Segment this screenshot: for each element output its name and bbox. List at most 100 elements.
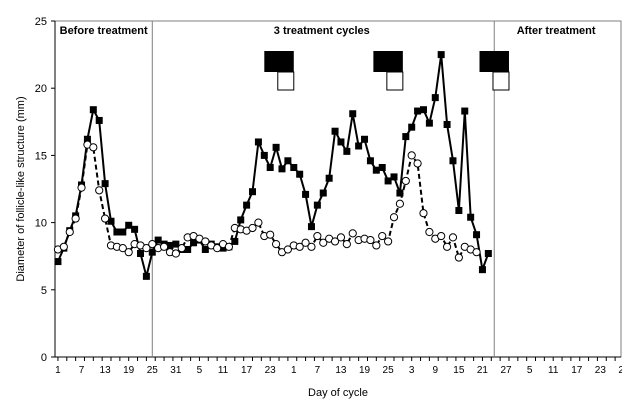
x-tick-label: 19 bbox=[123, 365, 135, 376]
data-point-square bbox=[384, 177, 392, 185]
data-point-circle bbox=[348, 229, 357, 238]
data-point-square bbox=[290, 163, 298, 171]
data-point-circle bbox=[266, 230, 275, 239]
data-point-square bbox=[148, 248, 156, 256]
data-point-circle bbox=[254, 218, 263, 227]
data-point-circle bbox=[248, 223, 257, 233]
data-point-square bbox=[361, 135, 369, 143]
treatment-bar bbox=[264, 51, 294, 72]
data-point-square bbox=[325, 174, 333, 182]
data-point-circle bbox=[301, 238, 310, 247]
data-point-square bbox=[455, 207, 463, 215]
data-point-circle bbox=[448, 233, 458, 242]
phase-label: After treatment bbox=[517, 25, 596, 37]
data-point-square bbox=[83, 135, 91, 143]
x-tick-label: 29 bbox=[618, 365, 622, 376]
data-point-circle bbox=[201, 237, 210, 246]
y-tick-label: 25 bbox=[35, 16, 47, 28]
x-tick-label: 13 bbox=[335, 365, 347, 376]
data-point-square bbox=[278, 165, 286, 173]
data-point-circle bbox=[372, 241, 381, 250]
data-point-circle bbox=[336, 233, 346, 242]
data-point-circle bbox=[419, 209, 428, 218]
data-point-square bbox=[349, 110, 357, 118]
x-tick-label: 7 bbox=[315, 365, 321, 376]
data-point-square bbox=[431, 94, 439, 102]
data-point-square bbox=[473, 231, 481, 239]
data-point-circle bbox=[59, 242, 68, 251]
data-point-square bbox=[319, 189, 327, 197]
data-point-circle bbox=[118, 244, 127, 253]
data-point-square bbox=[307, 223, 315, 231]
data-point-square bbox=[296, 170, 304, 178]
data-point-circle bbox=[295, 242, 304, 251]
data-point-square bbox=[390, 173, 398, 181]
data-point-circle bbox=[271, 240, 281, 249]
data-point-circle bbox=[401, 176, 410, 186]
data-point-square bbox=[302, 190, 310, 198]
x-tick-label: 1 bbox=[291, 365, 297, 376]
x-tick-label: 23 bbox=[265, 365, 277, 376]
data-point-circle bbox=[177, 244, 186, 253]
data-point-square bbox=[313, 201, 321, 209]
y-tick-label: 0 bbox=[41, 352, 47, 364]
data-point-square bbox=[355, 142, 363, 150]
data-point-square bbox=[478, 266, 486, 274]
data-point-circle bbox=[442, 242, 452, 251]
data-point-circle bbox=[224, 242, 234, 251]
data-point-square bbox=[113, 228, 121, 236]
data-point-square bbox=[260, 151, 268, 159]
data-point-square bbox=[54, 258, 62, 266]
data-point-circle bbox=[89, 143, 98, 152]
data-point-circle bbox=[472, 248, 481, 257]
x-tick-label: 9 bbox=[433, 365, 439, 376]
data-point-square bbox=[190, 239, 198, 247]
data-point-circle bbox=[307, 242, 316, 251]
treatment-box bbox=[386, 71, 404, 91]
data-point-circle bbox=[95, 186, 104, 195]
data-point-circle bbox=[330, 237, 340, 246]
data-point-circle bbox=[213, 244, 222, 253]
data-point-circle bbox=[425, 227, 434, 237]
data-point-square bbox=[231, 237, 239, 245]
x-tick-label: 11 bbox=[218, 365, 229, 376]
treatment-bar bbox=[373, 51, 403, 72]
treatment-bar bbox=[479, 51, 509, 72]
data-point-square bbox=[467, 213, 475, 221]
data-point-square bbox=[366, 157, 374, 165]
data-point-circle bbox=[413, 159, 422, 168]
data-point-square bbox=[254, 138, 262, 146]
phase-label: Before treatment bbox=[60, 25, 148, 37]
data-point-circle bbox=[454, 253, 463, 262]
x-tick-label: 3 bbox=[409, 365, 415, 376]
data-point-circle bbox=[124, 248, 133, 257]
data-point-circle bbox=[148, 240, 157, 249]
data-point-square bbox=[372, 166, 380, 174]
data-point-circle bbox=[319, 238, 328, 247]
x-tick-label: 17 bbox=[571, 365, 583, 376]
data-point-square bbox=[249, 188, 257, 196]
data-point-square bbox=[266, 163, 274, 171]
y-tick-label: 10 bbox=[35, 218, 47, 230]
data-point-circle bbox=[142, 244, 151, 253]
x-tick-label: 7 bbox=[79, 365, 85, 376]
data-point-square bbox=[378, 163, 386, 171]
x-tick-label: 15 bbox=[453, 365, 465, 376]
data-point-square bbox=[184, 245, 192, 253]
data-point-square bbox=[402, 133, 410, 141]
x-tick-label: 31 bbox=[170, 365, 182, 376]
data-point-circle bbox=[389, 213, 399, 222]
data-point-circle bbox=[313, 231, 322, 241]
data-point-square bbox=[419, 106, 427, 114]
treatment-box bbox=[277, 71, 295, 91]
data-point-square bbox=[201, 245, 209, 253]
data-point-square bbox=[142, 272, 150, 280]
y-tick-label: 20 bbox=[35, 83, 47, 95]
data-point-square bbox=[131, 225, 139, 233]
x-tick-label: 25 bbox=[147, 365, 159, 376]
treatment-box bbox=[492, 71, 510, 91]
data-point-square bbox=[337, 138, 345, 146]
data-point-circle bbox=[395, 199, 405, 208]
data-point-square bbox=[272, 143, 280, 151]
